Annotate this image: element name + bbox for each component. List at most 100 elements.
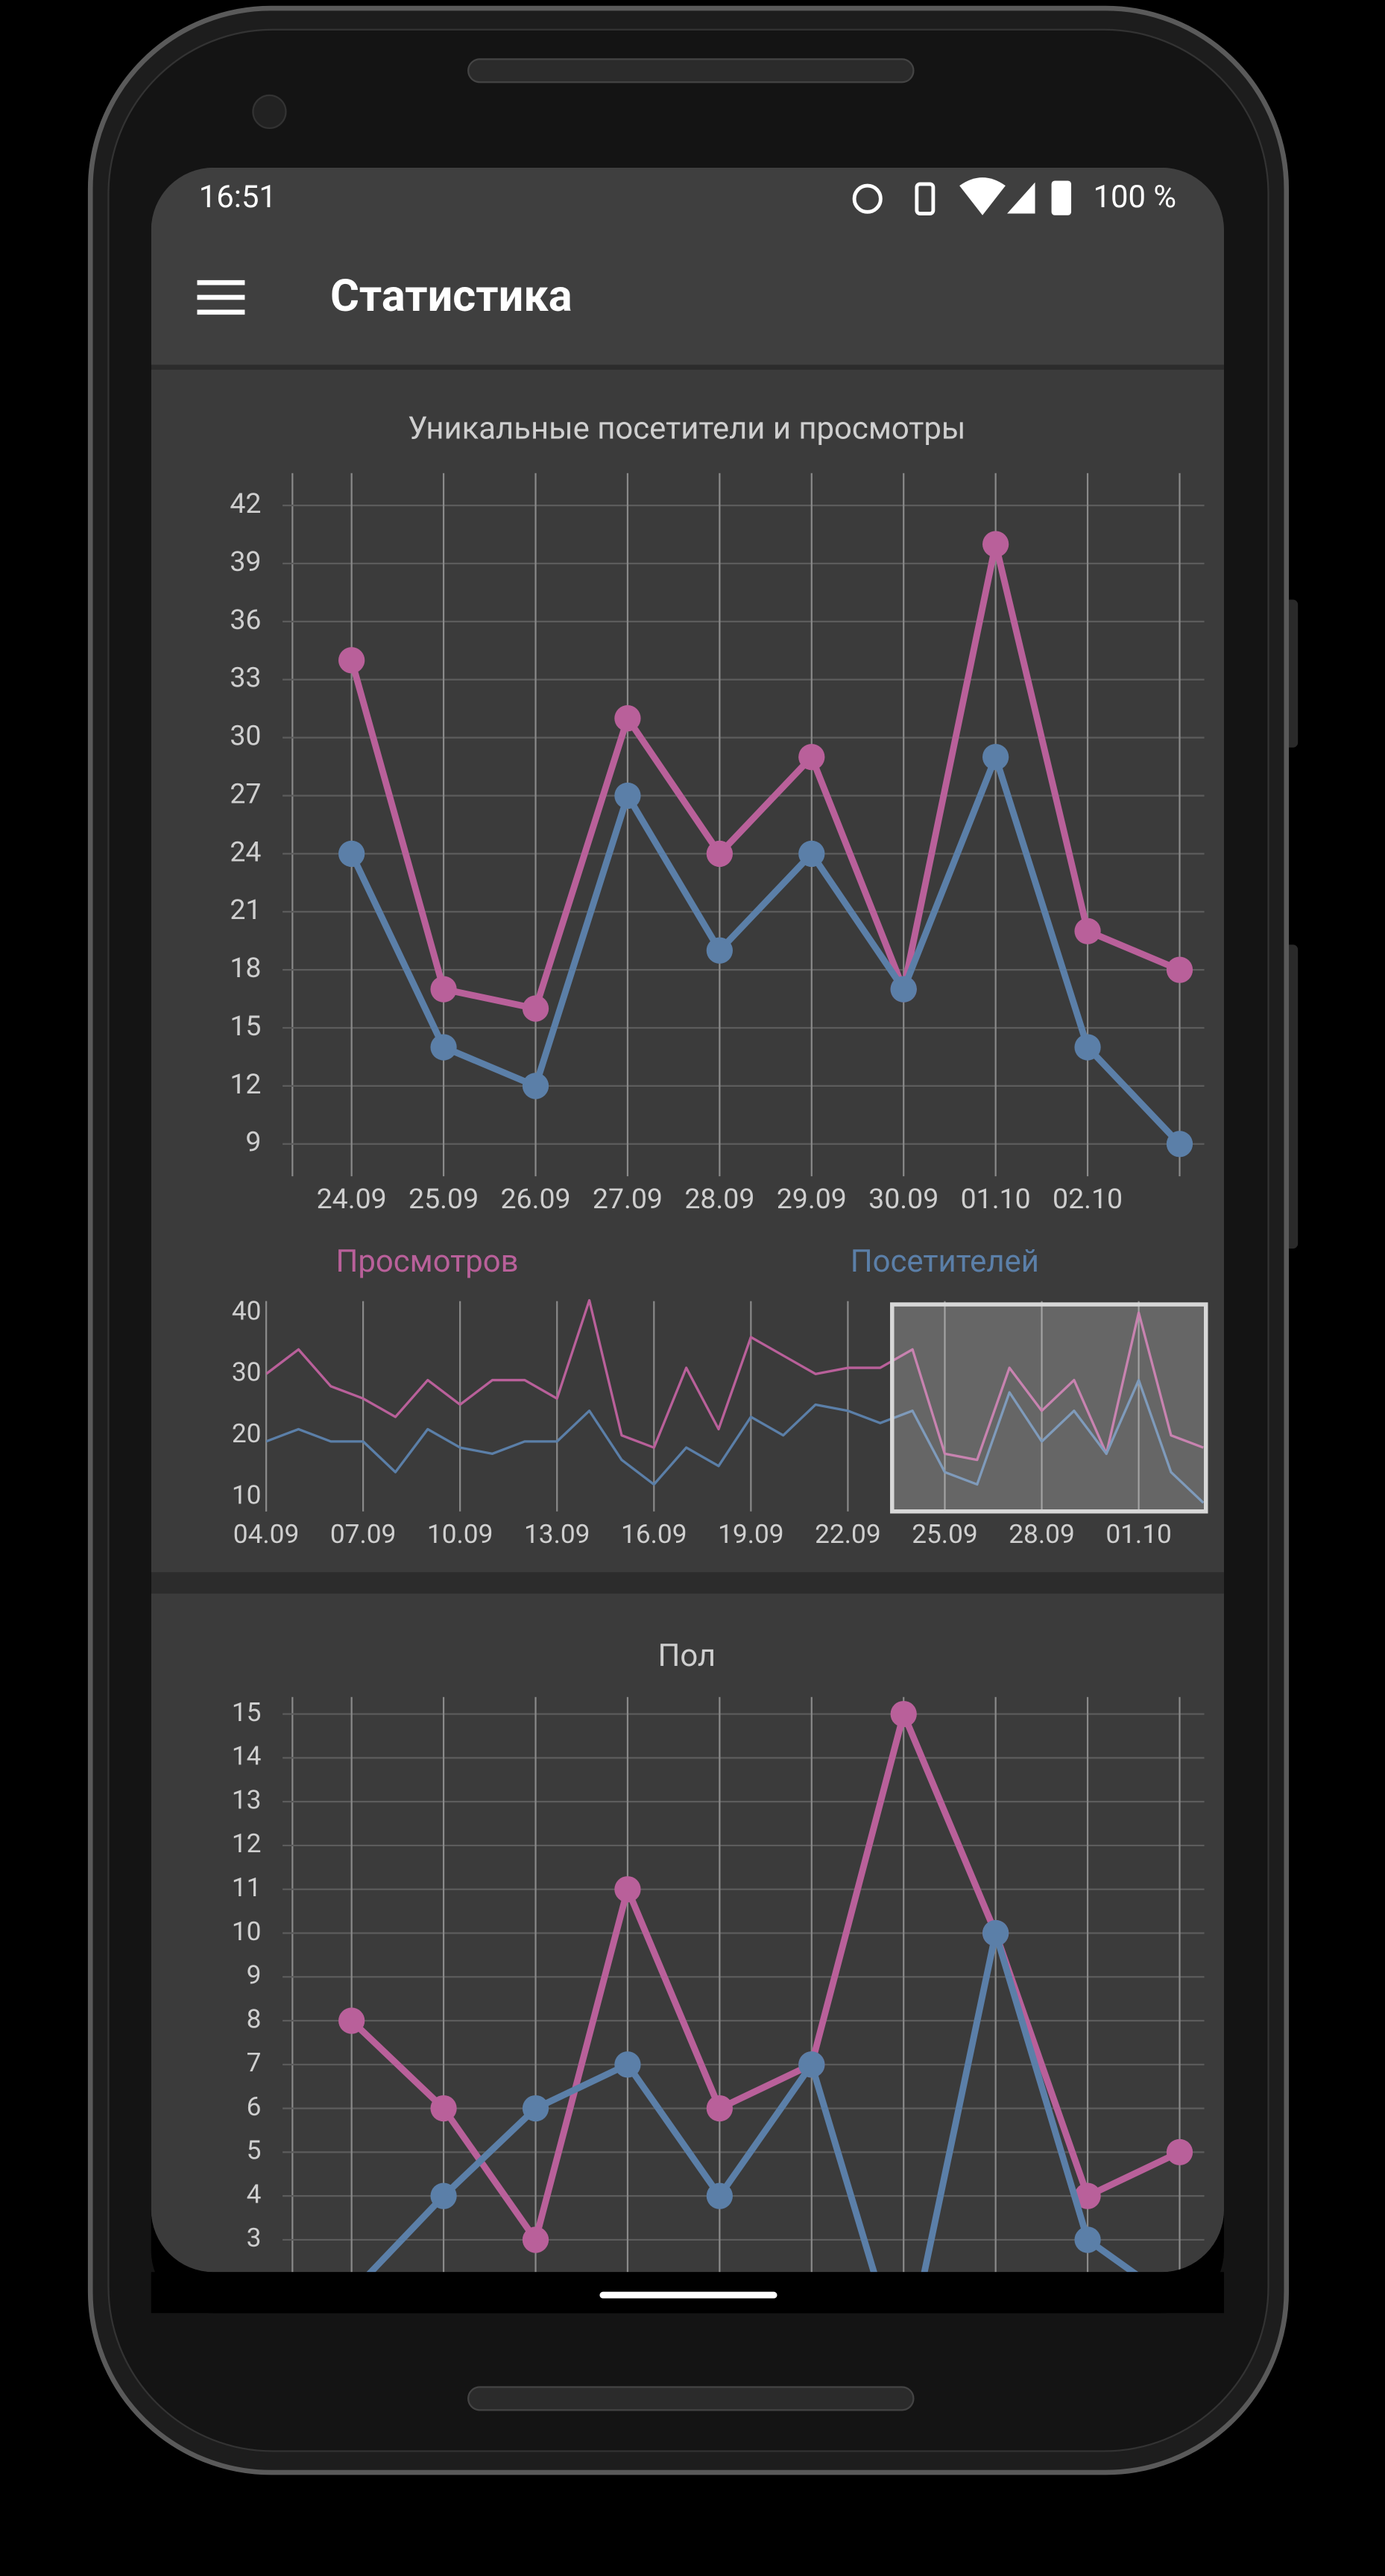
- x-tick-label: 26.09: [500, 1183, 570, 1216]
- y-tick-label: 6: [247, 2091, 262, 2122]
- y-tick-label: 13: [232, 1784, 262, 1815]
- data-point: [1074, 2182, 1101, 2209]
- data-point: [798, 743, 825, 771]
- y-tick-label: 33: [230, 662, 261, 695]
- status-battery: 100 %: [1093, 179, 1176, 215]
- data-point: [338, 2007, 365, 2034]
- y-tick-label: 39: [230, 546, 261, 578]
- data-point: [982, 531, 1009, 558]
- x-tick-label: 24.09: [317, 1183, 387, 1216]
- x-tick-label: 25.09: [912, 1518, 978, 1550]
- x-tick-label: 07.09: [330, 1518, 397, 1550]
- y-tick-label: 5: [247, 2135, 262, 2166]
- camera: [252, 94, 287, 130]
- series-line: [349, 1711, 1181, 2244]
- data-point: [982, 743, 1009, 771]
- data-point: [614, 2051, 641, 2078]
- chart-title: Уникальные посетители и просмотры: [408, 411, 965, 447]
- data-point: [890, 1700, 917, 1728]
- charts: Уникальные посетители и просмотры 9 12 15 18…: [230, 411, 1205, 2273]
- data-point: [522, 995, 549, 1022]
- data-point: [338, 840, 365, 868]
- data-point: [430, 2094, 457, 2122]
- status-time: 16:51: [199, 179, 277, 215]
- data-point: [1166, 2138, 1193, 2166]
- series-line: [348, 754, 1182, 1146]
- screen-content: 16:51 100 % Статистика Уникальные посети…: [151, 167, 1225, 2273]
- series-line: [266, 1298, 1204, 1462]
- range-selector[interactable]: [890, 1302, 1208, 1514]
- data-point: [1074, 2226, 1101, 2253]
- app-title: Статистика: [330, 270, 572, 322]
- y-tick-label: 20: [232, 1418, 262, 1449]
- wifi-icon: [959, 177, 1006, 215]
- vibrate-icon: [915, 182, 936, 215]
- data-point: [522, 1073, 549, 1099]
- menu-icon[interactable]: [197, 280, 245, 315]
- y-tick-label: 12: [232, 1828, 262, 1859]
- data-point: [1074, 1034, 1101, 1061]
- y-tick-label: 36: [230, 604, 261, 637]
- card: [151, 1593, 1225, 2273]
- data-point: [338, 647, 365, 674]
- y-tick-label: 7: [247, 2047, 262, 2078]
- data-point: [798, 2051, 825, 2078]
- plot-area: [266, 1298, 1205, 1504]
- x-tick-label: 29.09: [777, 1183, 847, 1216]
- y-tick-label: 9: [247, 1960, 262, 1991]
- x-tick-label: 22.09: [815, 1518, 881, 1550]
- y-tick-label: 3: [247, 2222, 262, 2253]
- alarm-icon: [852, 183, 883, 214]
- chart: 10 20 30 40 04.09 07.09 10.09 13.09 16.09 19.09 22…: [232, 1295, 1205, 1550]
- data-point: [1166, 1131, 1193, 1158]
- data-point: [430, 976, 457, 1003]
- data-point: [522, 2226, 549, 2253]
- y-tick-label: 10: [232, 1916, 262, 1947]
- y-tick-label: 9: [245, 1126, 261, 1159]
- home-indicator[interactable]: [599, 2291, 777, 2299]
- y-tick-label: 10: [232, 1479, 262, 1510]
- battery-icon: [1051, 180, 1072, 215]
- data-point: [982, 1919, 1009, 1947]
- y-tick-label: 12: [230, 1068, 261, 1101]
- series-line: [349, 1930, 1182, 2273]
- data-point: [614, 782, 641, 809]
- x-tick-label: 02.10: [1053, 1183, 1123, 1216]
- plot-area: [338, 1700, 1193, 2273]
- legend-entry: Просмотров: [336, 1243, 519, 1280]
- x-tick-label: 16.09: [621, 1518, 687, 1550]
- status-icons: [852, 177, 1072, 215]
- data-point: [430, 2182, 457, 2209]
- data-point: [430, 1034, 457, 1061]
- data-point: [706, 2182, 733, 2209]
- x-tick-label: 10.09: [427, 1518, 493, 1550]
- y-tick-label: 8: [247, 2003, 262, 2034]
- x-tick-label: 01.10: [1105, 1518, 1172, 1550]
- series-line: [266, 1378, 1205, 1504]
- speaker: [467, 58, 915, 83]
- y-tick-label: 11: [232, 1872, 262, 1903]
- y-tick-label: 30: [232, 1357, 262, 1388]
- y-tick-label: 42: [230, 487, 261, 520]
- y-tick-label: 15: [232, 1696, 262, 1728]
- y-tick-label: 15: [230, 1010, 261, 1043]
- x-tick-label: 27.09: [593, 1183, 663, 1216]
- data-point: [706, 840, 733, 868]
- x-tick-label: 30.09: [868, 1183, 938, 1216]
- data-point: [1166, 956, 1193, 983]
- y-tick-label: 30: [230, 720, 261, 753]
- y-tick-label: 18: [230, 952, 261, 985]
- data-point: [706, 937, 733, 964]
- data-point: [706, 2094, 733, 2122]
- chart: Пол 3 4 5 6 7 8 9 10 11 12 13 14 15: [232, 1638, 1205, 2273]
- x-tick-label: 04.09: [233, 1518, 300, 1550]
- data-point: [614, 705, 641, 732]
- x-tick-label: 01.10: [961, 1183, 1031, 1216]
- chart: Уникальные посетители и просмотры 9 12 15 18…: [230, 411, 1205, 1280]
- x-tick-label: 25.09: [408, 1183, 479, 1216]
- y-tick-label: 14: [232, 1740, 262, 1772]
- signal-icon: [1007, 182, 1035, 214]
- x-tick-label: 28.09: [684, 1183, 754, 1216]
